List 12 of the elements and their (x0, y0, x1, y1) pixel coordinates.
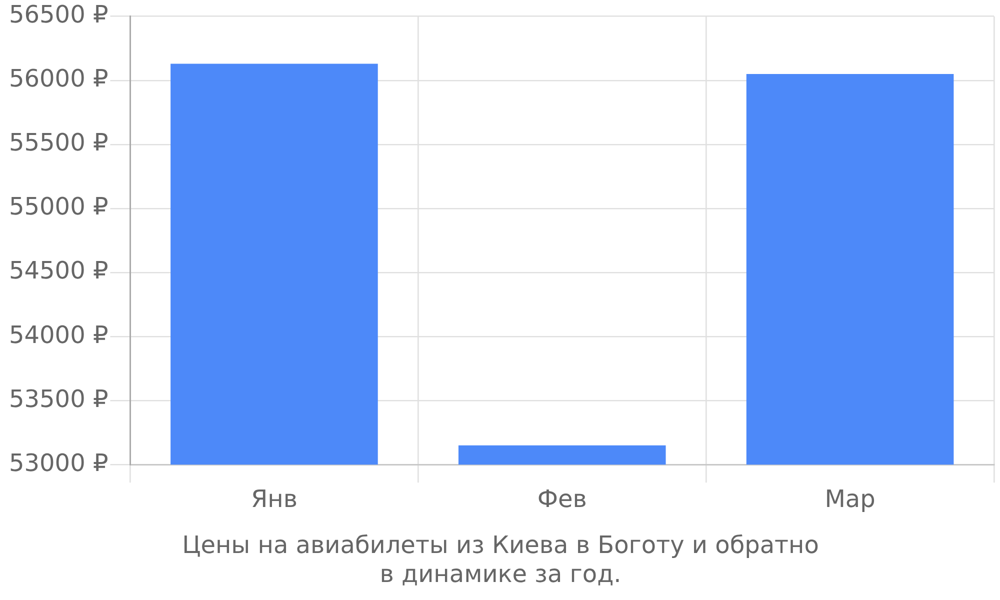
y-tick-label: 55000 ₽ (8, 192, 108, 221)
text: Цены на авиабилеты из Киева в Боготу и обратно в динамике за год. (182, 531, 819, 588)
y-tick-label: 54000 ₽ (8, 320, 108, 349)
x-tick-label: Фев (537, 485, 587, 514)
y-tick-label: 54500 ₽ (8, 256, 108, 285)
x-tick-label: Мар (824, 485, 876, 514)
y-tick-label: 55500 ₽ (8, 128, 108, 157)
y-tick-label: 56000 ₽ (8, 64, 108, 93)
y-tick-label: 56500 ₽ (8, 0, 108, 29)
y-tick-label: 53000 ₽ (8, 448, 108, 477)
x-tick-label: Янв (250, 485, 298, 514)
y-tick-label: 53500 ₽ (8, 384, 108, 413)
